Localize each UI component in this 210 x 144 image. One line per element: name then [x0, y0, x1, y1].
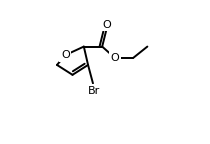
- Text: O: O: [61, 50, 70, 60]
- Text: Br: Br: [88, 86, 100, 96]
- Text: O: O: [102, 20, 111, 30]
- Text: O: O: [110, 53, 119, 63]
